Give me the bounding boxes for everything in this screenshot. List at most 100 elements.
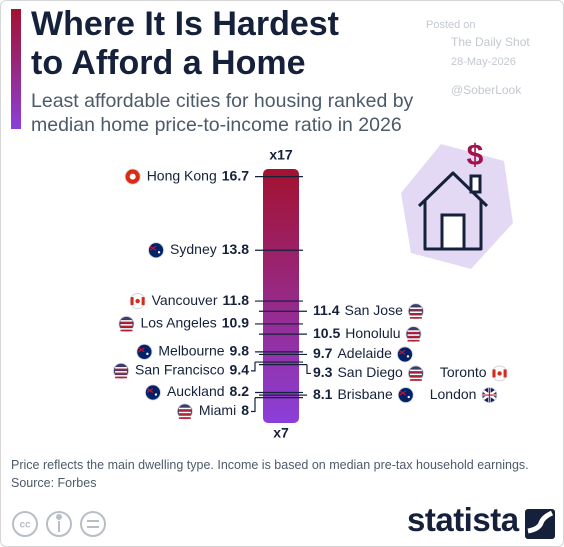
category-label: Auckland [167,383,225,399]
source: Source: Forbes [11,476,97,490]
accent-bar [11,9,21,129]
data-label: 10.9 [222,315,249,331]
flag-icon [491,365,508,382]
data-label: 9.7 [313,345,333,361]
flag-icon [138,347,145,353]
flag-icon [407,335,420,338]
svg-text:cc: cc [19,520,31,531]
data-label: 9.3 [313,364,333,380]
house-icon: $ [401,139,513,269]
flag-icon [115,375,128,377]
chart-subtitle: Least affordable cities for housing rank… [31,90,414,136]
flag-icon [398,349,406,355]
flag-icon [407,395,410,399]
flag-icon [406,355,410,358]
flag-icon [178,407,191,410]
flag-icon [146,388,154,394]
flag-icon [407,365,424,382]
flag-icon [409,313,422,315]
flag-icon [130,297,134,306]
flag-icon [141,297,145,306]
flag-icon [136,343,153,360]
category-label: San Diego [337,364,403,380]
watermark: 28-May-2026 [451,56,516,68]
flag-icon [399,390,407,396]
flag-icon [409,315,422,318]
flag-icon [407,331,420,334]
flag-icon [115,372,128,375]
flag-icon [115,368,128,371]
category-label: Melbourne [158,343,224,359]
category-label: Toronto [440,364,487,380]
svg-text:$: $ [467,139,484,172]
footnote: Price reflects the main dwelling type. I… [11,458,529,472]
flag-icon [409,379,422,381]
flag-icon [129,293,146,309]
category-label: London [430,386,477,402]
leader-line [251,362,256,372]
flag-icon [115,367,128,369]
flag-icon [397,346,413,363]
flag-icon [178,409,191,411]
flag-icon [409,309,422,311]
scale-bar [263,169,299,423]
flag-icon [154,393,158,396]
flag-icon [178,417,191,419]
category-label: Sydney [170,241,217,257]
data-label: 11.4 [313,302,340,318]
flag-icon [482,388,497,403]
data-label: 9.4 [230,362,250,378]
data-label: 8 [241,402,249,418]
flag-icon [120,328,133,330]
watermark: The Daily Shot [451,35,530,49]
flag-icon [129,173,136,180]
flag-icon [178,415,191,418]
flag-icon [178,411,191,414]
flag-icon [115,371,128,373]
data-label: 11.8 [223,292,250,308]
category-label: Brisbane [337,386,392,402]
data-label: 8.1 [313,386,333,402]
leader-line [251,397,256,413]
watermark: Posted on [426,19,476,31]
data-label: 8.2 [230,383,250,399]
license-icons: cc [12,511,106,537]
category-label: Adelaide [337,345,392,361]
brand: statista [407,501,519,538]
flag-icon [145,384,161,401]
category-label: Miami [199,402,236,418]
flag-icon [409,377,422,380]
flag-icon [120,329,133,332]
flag-icon [497,371,502,376]
flag-icon [405,326,422,343]
flag-icon [135,298,140,304]
flag-icon [409,311,422,314]
data-label: 9.8 [230,343,250,359]
chart-title: Where It Is Hardest to Afford a Home [31,5,339,82]
flag-icon [407,334,420,336]
data-label: 16.7 [222,167,249,183]
flag-icon [397,387,414,403]
flag-icon [407,339,420,342]
flag-icon [115,376,128,379]
flag-icon [178,413,191,415]
watermark: @SoberLook [451,83,522,97]
flag-icon [407,338,420,340]
flag-icon [149,245,157,251]
flag-icon [481,387,498,403]
flag-icon [409,317,422,319]
flag-icon [120,324,133,326]
category-label: San Jose [344,302,403,318]
data-label: 10.5 [313,325,340,341]
brand-mark [525,509,555,539]
category-label: San Francisco [135,362,225,378]
flag-icon [120,325,133,328]
y-tick-label: x7 [273,425,289,441]
flag-icon [409,375,422,377]
flag-icon [407,330,420,332]
flag-icon [118,316,135,332]
flag-icon [120,321,133,324]
flag-icon [409,371,422,373]
category-label: Vancouver [152,292,218,308]
